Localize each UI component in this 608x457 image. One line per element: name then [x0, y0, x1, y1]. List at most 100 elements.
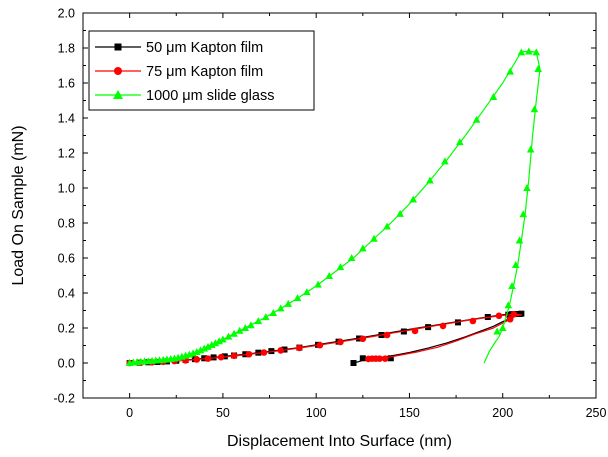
data-point — [277, 347, 285, 354]
x-tick-label: 250 — [586, 406, 607, 420]
data-point — [498, 324, 507, 331]
data-point — [534, 65, 542, 72]
data-point — [211, 339, 220, 347]
data-point — [518, 310, 525, 317]
data-point — [230, 352, 238, 360]
data-point — [350, 360, 357, 366]
data-point — [396, 209, 404, 217]
data-point — [224, 332, 233, 340]
y-tick-label: 1.6 — [58, 77, 75, 91]
data-point — [525, 47, 533, 55]
data-point — [247, 321, 255, 329]
data-point — [511, 261, 520, 268]
x-tick-label: 50 — [216, 406, 230, 420]
y-tick-label: -0.2 — [53, 392, 75, 406]
x-tick-label: 200 — [492, 406, 513, 420]
y-tick-label: 1.0 — [58, 182, 75, 196]
data-point — [426, 176, 434, 184]
data-point — [269, 308, 278, 316]
x-tick-label: 150 — [399, 406, 420, 420]
data-point — [336, 263, 345, 271]
data-point — [506, 315, 514, 323]
data-point — [387, 355, 394, 362]
legend-marker-series-1 — [114, 43, 122, 51]
y-tick-label: 0.6 — [58, 252, 75, 266]
data-point — [230, 329, 238, 337]
data-point — [316, 341, 324, 349]
series-3 — [125, 47, 542, 366]
x-tick-label: 100 — [306, 406, 327, 420]
data-point — [441, 157, 449, 165]
data-point — [245, 350, 253, 358]
data-point — [472, 115, 481, 123]
data-point — [359, 355, 366, 362]
y-tick-label: 0.2 — [58, 322, 75, 336]
data-point — [235, 326, 244, 334]
data-point — [254, 317, 263, 325]
data-point — [495, 312, 503, 320]
legend: 50 μm Kapton film 75 μm Kapton film 1000… — [88, 30, 315, 111]
series-line — [129, 313, 523, 364]
data-point — [383, 222, 391, 230]
y-tick-label: 1.8 — [58, 42, 75, 56]
data-point — [262, 313, 270, 321]
data-point — [469, 317, 477, 325]
series-2 — [126, 311, 523, 367]
data-point — [530, 105, 539, 113]
data-point — [276, 304, 285, 312]
y-tick-label: 1.4 — [58, 112, 75, 126]
data-point — [510, 311, 518, 318]
legend-marker-series-3 — [113, 90, 123, 99]
data-point — [296, 344, 303, 352]
data-point — [337, 338, 344, 346]
data-point — [359, 244, 367, 252]
data-point — [359, 335, 367, 343]
x-axis-title: Displacement Into Surface (nm) — [227, 433, 452, 450]
y-tick-label: 0.8 — [58, 217, 75, 231]
data-point — [493, 327, 501, 335]
y-tick-label: 0.4 — [58, 287, 75, 301]
data-point — [219, 335, 227, 343]
data-point — [517, 48, 526, 56]
data-point — [303, 288, 311, 296]
data-point — [217, 353, 225, 361]
data-point — [204, 342, 212, 350]
data-point — [376, 355, 383, 362]
data-point — [504, 301, 513, 309]
data-point — [325, 272, 334, 280]
legend-marker-series-2 — [114, 67, 122, 75]
data-point — [508, 282, 516, 289]
data-point — [532, 48, 541, 56]
legend-label-series-2: 75 μm Kapton film — [146, 64, 263, 80]
y-axis-title: Load On Sample (mN) — [10, 125, 27, 285]
y-tick-label: 1.2 — [58, 147, 75, 161]
data-point — [260, 349, 268, 356]
legend-label-series-3: 1000 μm slide glass — [146, 88, 274, 104]
y-tick-label: 0.0 — [58, 357, 75, 371]
y-tick-label: 2.0 — [58, 7, 75, 21]
data-point — [293, 294, 302, 302]
data-point — [526, 145, 535, 153]
data-point — [284, 299, 292, 307]
data-point — [489, 93, 498, 100]
legend-label-series-1: 50 μm Kapton film — [146, 40, 263, 56]
data-point — [314, 280, 322, 288]
data-point — [506, 67, 514, 75]
data-point — [383, 331, 391, 339]
data-point — [347, 254, 356, 261]
data-point — [411, 327, 419, 335]
data-point — [381, 355, 389, 362]
data-point — [241, 324, 250, 331]
axis-ticks: 0 50 100 150 200 250 -0.2 0.0 0.2 0.4 0.6 0.8 1.0 1.2… — [53, 7, 606, 421]
x-tick-label: 0 — [126, 406, 133, 420]
data-point — [519, 210, 528, 218]
data-point — [523, 184, 531, 191]
data-point — [193, 356, 201, 363]
data-point — [456, 138, 464, 146]
data-point — [204, 355, 212, 362]
data-point — [439, 322, 447, 330]
data-point — [515, 236, 524, 244]
data-point — [409, 195, 417, 203]
series-layer — [125, 47, 542, 367]
